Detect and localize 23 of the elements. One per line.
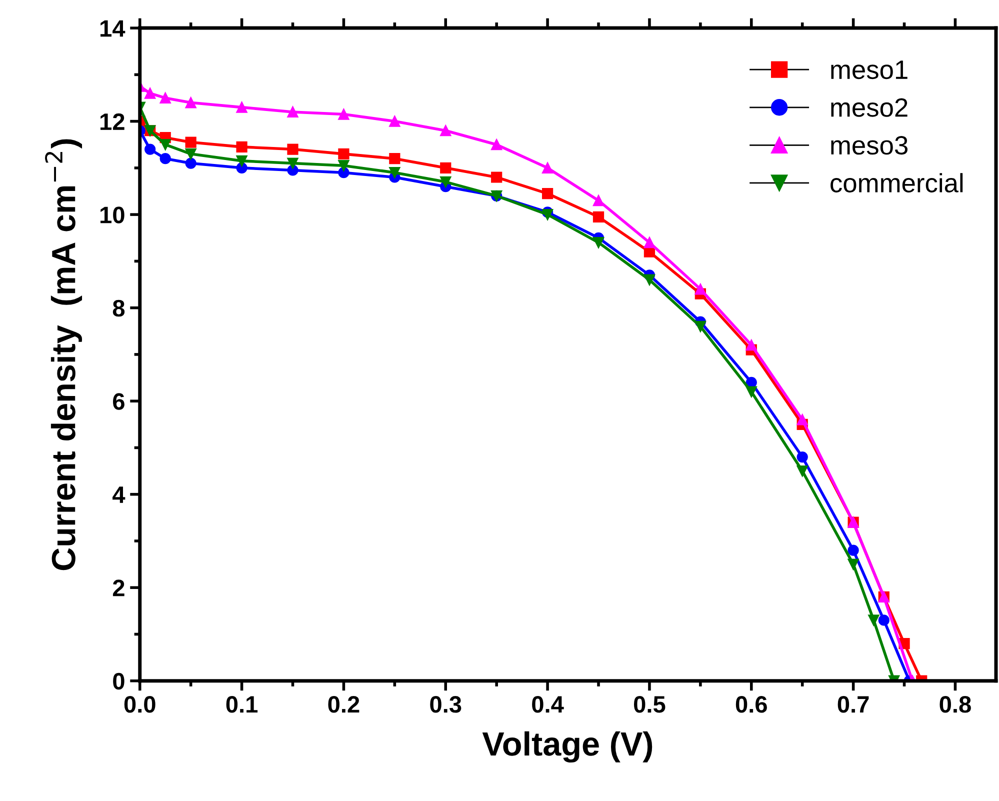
- legend-label: meso2: [831, 98, 908, 117]
- x-tick-label: 0.7: [838, 696, 869, 713]
- legend-label: commercial: [830, 173, 963, 192]
- x-tick-label: 0.6: [736, 696, 767, 713]
- y-axis-title: Current density (mA cm$^{−2}$): [45, 139, 82, 570]
- x-tick-label: 0.3: [430, 696, 462, 713]
- x-tick-label: 0.1: [226, 696, 258, 713]
- y-tick-label: 6: [113, 393, 124, 410]
- x-tick-label: 0.2: [328, 696, 360, 713]
- y-tick-label: 12: [100, 113, 124, 130]
- y-tick-label: 4: [112, 486, 126, 503]
- x-axis-title: Voltage (V): [482, 731, 652, 763]
- x-tick-label: 0.8: [940, 696, 971, 713]
- legend-label: meso1: [831, 60, 908, 80]
- y-tick-label: 8: [112, 300, 125, 317]
- legend-label: meso3: [831, 136, 908, 155]
- y-tick-label: 10: [100, 206, 124, 224]
- y-tick-label: 2: [112, 580, 124, 596]
- x-tick-label: 0.4: [532, 696, 564, 713]
- x-tick-label: 0.5: [634, 696, 666, 713]
- x-tick-label: 0.0: [124, 696, 156, 713]
- y-tick-label: 0: [113, 672, 124, 690]
- y-tick-label: 14: [100, 20, 126, 37]
